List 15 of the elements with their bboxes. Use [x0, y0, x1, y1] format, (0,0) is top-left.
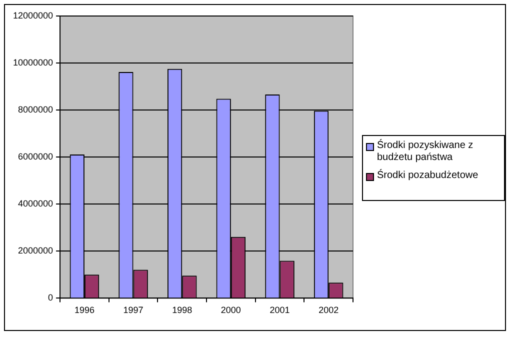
x-tick-label: 1997: [123, 305, 144, 316]
y-tick-label: 0: [48, 292, 54, 303]
x-tick-label: 1998: [172, 305, 192, 316]
y-tick-label: 12000000: [12, 10, 54, 20]
legend-label: Środki pozabudżetowe: [377, 170, 478, 182]
y-tick-label: 4000000: [18, 198, 54, 209]
x-tick-label: 2000: [220, 305, 241, 316]
legend-label: Środki pozyskiwane z budżetu państwa: [377, 140, 474, 164]
y-tick-label: 6000000: [18, 152, 54, 162]
x-tick-label: 2002: [318, 305, 339, 316]
y-tick-label: 8000000: [18, 104, 54, 115]
x-tick-label: 1996: [74, 305, 94, 316]
x-tick-label: 2001: [270, 305, 290, 316]
y-tick-label: 2000000: [18, 246, 54, 256]
y-tick-label: 10000000: [12, 58, 54, 68]
